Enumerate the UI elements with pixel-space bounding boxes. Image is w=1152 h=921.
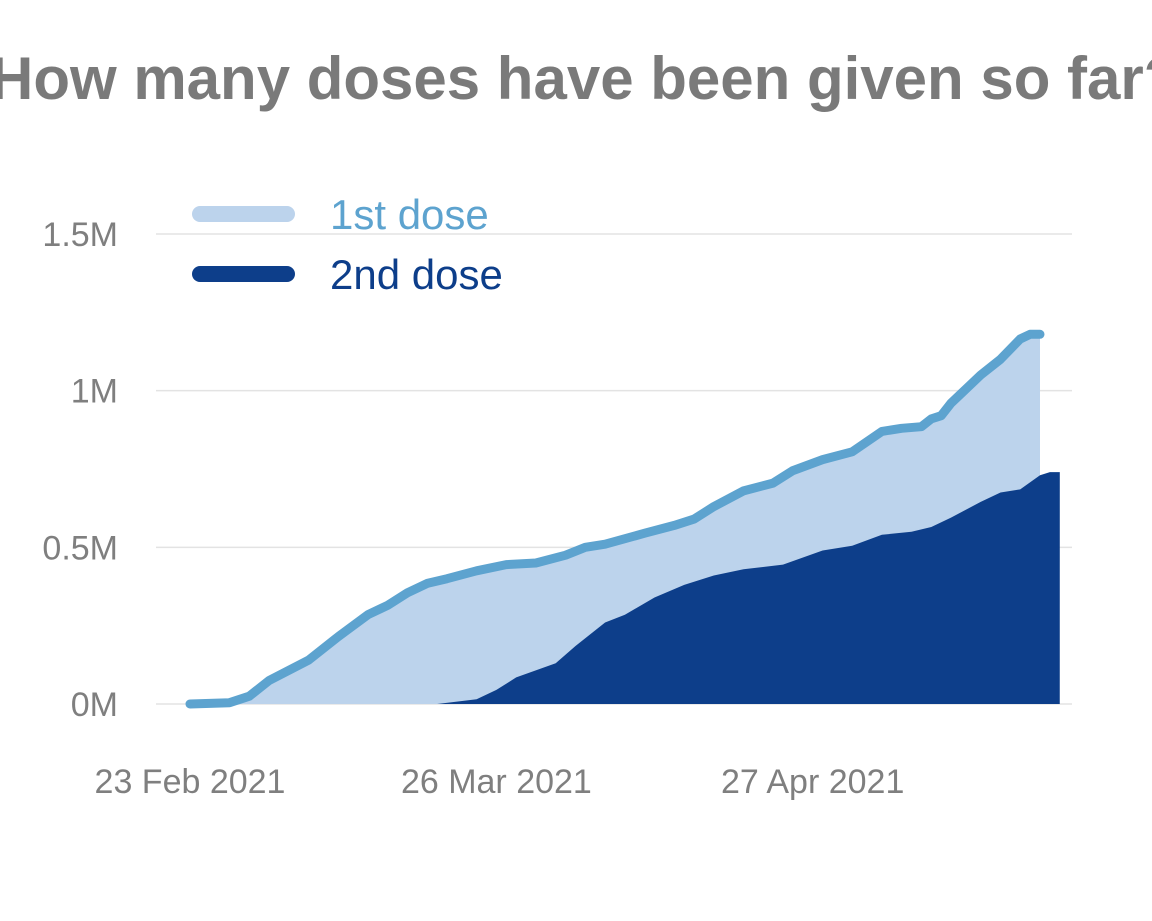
y-tick-label-0: 0M [71,686,118,724]
line-series-1 [185,329,1045,709]
series-areas [190,334,1060,704]
y-axis-ticks: 0M 0.5M 1M 1.5M [42,216,118,724]
x-tick-label-0: 23 Feb 2021 [95,763,286,801]
x-tick-label-1: 26 Mar 2021 [401,763,592,801]
y-tick-label-3: 1.5M [42,216,118,254]
x-tick-label-2: 27 Apr 2021 [721,763,904,801]
legend-label-1: 1st dose [330,191,489,238]
chart-title: How many doses have been given so far? [0,45,1152,112]
legend: 1st dose 2nd dose [192,191,503,298]
series-lines [185,329,1045,709]
legend-label-2: 2nd dose [330,251,503,298]
area-series-2 [190,472,1060,704]
y-tick-label-2: 1M [71,373,118,411]
x-axis-ticks: 23 Feb 2021 26 Mar 2021 27 Apr 2021 [95,763,905,801]
y-tick-label-1: 0.5M [42,529,118,567]
